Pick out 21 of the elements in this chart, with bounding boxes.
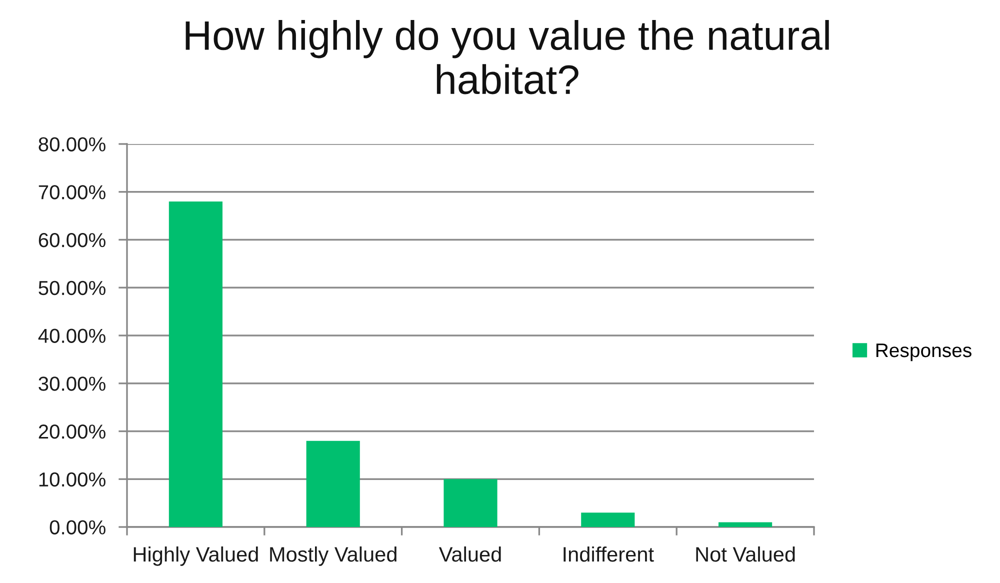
x-tick-label: Mostly Valued [270,546,396,566]
bar [306,440,360,527]
y-tick-label: 60.00% [38,232,106,248]
x-tick-label: Highly Valued [134,546,258,566]
bar [168,201,222,527]
bar [718,522,772,527]
y-tick-label: 30.00% [38,376,106,391]
x-tick-label: Indifferent [564,546,654,562]
y-tick-label: 20.00% [38,424,106,439]
y-tick-label: 80.00% [38,137,106,152]
y-tick-label: 50.00% [38,280,106,296]
x-tick-label: Not Valued [696,546,795,562]
y-tick-label: 70.00% [38,185,106,200]
y-tick-label: 40.00% [38,328,106,343]
x-tick-label: Valued [438,546,501,562]
bar [581,512,635,527]
bar [444,479,498,527]
y-tick-label: 0.00% [50,520,106,534]
y-tick-label: 10.00% [39,472,106,487]
chart-title: How highly do you value the natural habitat? [186,20,829,94]
legend-label: Responses [876,344,972,362]
